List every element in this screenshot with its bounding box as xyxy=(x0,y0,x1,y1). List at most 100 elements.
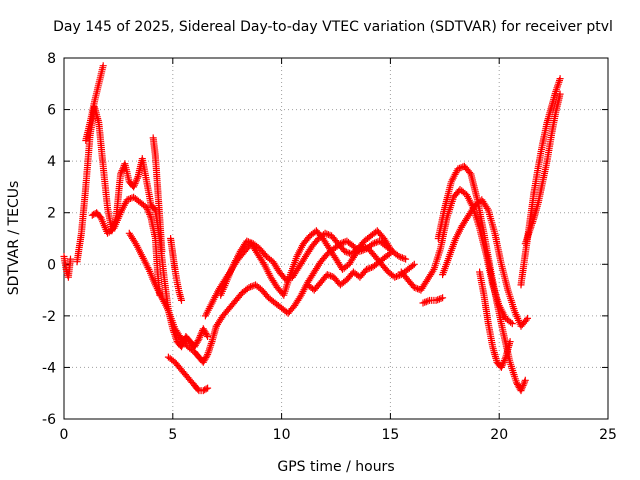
series-track-f xyxy=(125,229,220,366)
data-point xyxy=(387,249,395,257)
data-point xyxy=(146,212,154,220)
data-point xyxy=(410,260,418,268)
data-point xyxy=(245,284,253,291)
series-track-h xyxy=(167,235,185,304)
data-point xyxy=(132,178,140,186)
x-axis-label: GPS time / hours xyxy=(277,459,394,475)
data-point xyxy=(439,294,447,302)
data-point xyxy=(556,90,564,98)
x-tick-label: 15 xyxy=(381,427,399,443)
series-track-o xyxy=(434,162,529,395)
series-track-c xyxy=(82,62,107,144)
data-point xyxy=(398,254,406,262)
data-series xyxy=(60,62,564,395)
data-point xyxy=(412,284,420,292)
data-point xyxy=(391,273,399,281)
x-tick-label: 10 xyxy=(273,427,291,443)
data-point xyxy=(402,255,410,263)
data-point xyxy=(203,331,211,339)
x-tick-label: 25 xyxy=(599,427,617,443)
data-point xyxy=(244,238,252,246)
data-point xyxy=(419,299,427,307)
data-point xyxy=(389,247,397,255)
data-point xyxy=(501,355,509,363)
data-point xyxy=(514,380,521,388)
data-point xyxy=(117,170,125,178)
data-point xyxy=(67,255,74,263)
data-point xyxy=(282,276,290,284)
plot-frame xyxy=(63,57,609,420)
data-point xyxy=(366,264,374,272)
data-point xyxy=(202,385,210,393)
data-point xyxy=(202,354,210,362)
data-point xyxy=(145,209,153,217)
data-point xyxy=(143,205,151,213)
data-point xyxy=(522,316,530,324)
y-axis-label: SDTVAR / TECUs xyxy=(6,181,22,296)
data-point xyxy=(385,243,393,251)
y-tick-label: 0 xyxy=(47,257,56,273)
data-point xyxy=(204,333,212,340)
data-point xyxy=(133,174,141,182)
series-track-a xyxy=(60,253,74,281)
data-point xyxy=(518,385,526,393)
y-tick-label: -4 xyxy=(42,360,56,376)
data-point xyxy=(130,183,138,191)
data-point xyxy=(178,343,185,351)
data-point xyxy=(194,385,202,393)
y-tick-label: -2 xyxy=(42,309,56,325)
x-tick-label: 5 xyxy=(168,427,177,443)
data-point xyxy=(422,298,430,306)
y-tick-label: 6 xyxy=(47,103,56,119)
x-tick-label: 20 xyxy=(490,427,508,443)
series-track-g xyxy=(164,353,212,395)
series-track-e xyxy=(149,134,166,255)
series-track-p xyxy=(439,196,531,330)
data-point xyxy=(325,271,333,279)
y-tick-label: 2 xyxy=(47,206,56,222)
data-point xyxy=(519,382,527,389)
y-tick-label: 8 xyxy=(47,51,56,67)
data-point xyxy=(454,165,462,173)
data-point xyxy=(521,378,529,386)
data-point xyxy=(196,333,204,341)
data-point xyxy=(201,328,209,336)
data-point xyxy=(498,362,506,370)
data-point xyxy=(199,325,207,333)
y-tick-label: 4 xyxy=(47,154,56,170)
x-tick-label: 0 xyxy=(60,427,69,443)
data-point xyxy=(99,62,107,70)
data-point xyxy=(204,384,212,392)
data-point xyxy=(507,318,515,326)
data-point xyxy=(192,340,200,348)
data-point xyxy=(118,167,126,175)
data-point xyxy=(556,75,564,83)
data-point xyxy=(508,320,516,328)
data-point xyxy=(432,296,440,304)
data-point xyxy=(500,358,508,366)
data-point xyxy=(144,207,152,215)
data-point xyxy=(202,329,210,337)
axis-ticks: 0 5 10 15 20 25 -6 -4 -2 0 2 4 6 8 xyxy=(42,51,617,443)
data-point xyxy=(506,338,514,346)
data-point xyxy=(524,314,531,322)
data-point xyxy=(342,248,350,256)
data-point xyxy=(394,272,402,280)
data-point xyxy=(513,379,521,387)
data-point xyxy=(369,240,377,248)
data-point xyxy=(324,231,332,239)
data-point xyxy=(517,387,525,395)
data-point xyxy=(203,352,211,360)
data-point xyxy=(483,204,491,212)
data-point xyxy=(499,360,507,368)
data-point xyxy=(131,180,139,187)
data-point xyxy=(143,204,151,212)
data-point xyxy=(199,358,207,366)
series-track-s xyxy=(521,90,564,248)
data-point xyxy=(497,363,505,371)
series-track-b xyxy=(73,103,212,351)
data-point xyxy=(395,253,403,260)
series-track-n xyxy=(419,294,447,307)
data-point xyxy=(194,337,202,345)
